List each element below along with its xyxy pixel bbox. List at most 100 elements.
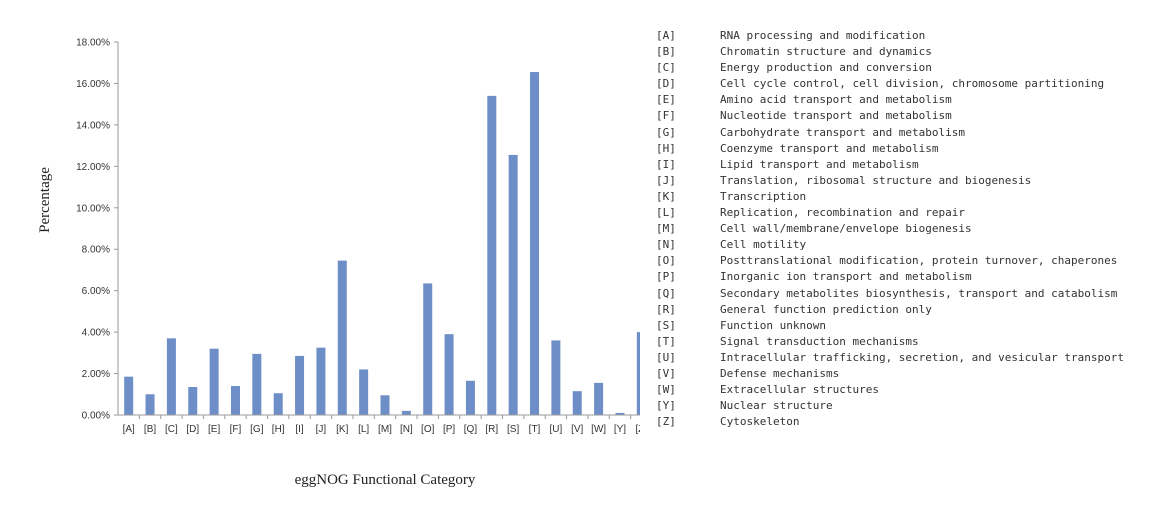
bar xyxy=(508,154,518,416)
x-tick-label: [C] xyxy=(165,424,178,435)
legend-item: [Z] Cytoskeleton xyxy=(656,414,1124,430)
bar xyxy=(401,410,411,415)
bar xyxy=(423,283,433,415)
legend-label: Chromatin structure and dynamics xyxy=(720,45,932,59)
bar xyxy=(145,394,155,415)
bar xyxy=(465,380,475,415)
legend-item: [V] Defense mechanisms xyxy=(656,366,1124,382)
legend-label: Cell cycle control, cell division, chrom… xyxy=(720,77,1105,91)
legend-item: [H] Coenzyme transport and metabolism xyxy=(656,141,1124,157)
legend-code: [K] xyxy=(656,189,676,203)
x-tick-label: [M] xyxy=(378,424,392,435)
bar xyxy=(273,393,283,415)
x-tick-label: [D] xyxy=(186,424,199,435)
legend-item: [K] Transcription xyxy=(656,189,1124,205)
legend-item: [T] Signal transduction mechanisms xyxy=(656,334,1124,350)
bar xyxy=(380,395,390,415)
y-axis-ticks: 0.00% 2.00% 4.00% 6.00% 8.00% 10.00% 12.00% 14.… xyxy=(76,38,118,422)
bar-chart: 0.00% 2.00% 4.00% 6.00% 8.00% 10.00% 12.00% 14.… xyxy=(37,38,640,488)
y-tick-label: 14.00% xyxy=(76,120,110,131)
legend-label: Signal transduction mechanisms xyxy=(720,334,919,348)
bar xyxy=(166,338,176,415)
legend-code: [U] xyxy=(656,350,676,364)
legend-code: [C] xyxy=(656,61,676,75)
y-tick-label: 18.00% xyxy=(76,38,110,49)
legend-code: [T] xyxy=(656,334,676,348)
legend-code: [P] xyxy=(656,270,676,284)
legend-code: [E] xyxy=(656,93,676,107)
y-tick-label: 16.00% xyxy=(76,79,110,90)
legend-code: [V] xyxy=(656,366,676,380)
bar xyxy=(188,387,198,415)
legend-item: [J] Translation, ribosomal structure and … xyxy=(656,173,1124,189)
y-tick-label: 0.00% xyxy=(82,411,110,422)
legend-code: [I] xyxy=(656,157,676,171)
x-tick-label: [E] xyxy=(208,424,220,435)
legend-code: [D] xyxy=(656,77,676,91)
bar xyxy=(252,353,262,415)
legend-code: [J] xyxy=(656,173,676,187)
legend-item: [F] Nucleotide transport and metabolism xyxy=(656,108,1124,124)
legend-item: [M] Cell wall/membrane/envelope biogenesi… xyxy=(656,221,1124,237)
legend-item: [I] Lipid transport and metabolism xyxy=(656,157,1124,173)
x-tick-label: [U] xyxy=(549,424,562,435)
x-axis-title: eggNOG Functional Category xyxy=(295,472,476,488)
legend-label: Nucleotide transport and metabolism xyxy=(720,109,952,123)
legend-item: [D] Cell cycle control, cell division, ch… xyxy=(656,76,1124,92)
legend-code: [O] xyxy=(656,254,676,268)
legend-code: [F] xyxy=(656,109,676,123)
legend-label: Posttranslational modification, protein … xyxy=(720,254,1118,268)
x-tick-label: [H] xyxy=(272,424,285,435)
legend-code: [S] xyxy=(656,318,676,332)
legend-item: [C] Energy production and conversion xyxy=(656,60,1124,76)
legend-label: Extracellular structures xyxy=(720,383,879,397)
legend-label: Replication, recombination and repair xyxy=(720,206,966,220)
legend-label: Cytoskeleton xyxy=(720,415,800,429)
legend-code: [H] xyxy=(656,141,676,155)
x-tick-label: [I] xyxy=(295,424,304,435)
x-tick-label: [N] xyxy=(400,424,413,435)
legend-item: [W] Extracellular structures xyxy=(656,382,1124,398)
legend-label: Function unknown xyxy=(720,318,826,332)
x-tick-label: [K] xyxy=(336,424,348,435)
legend-item: [R] General function prediction only xyxy=(656,302,1124,318)
legend-label: General function prediction only xyxy=(720,302,932,316)
bar xyxy=(636,332,640,415)
legend-code: [G] xyxy=(656,125,676,139)
legend-item: [N] Cell motility xyxy=(656,237,1124,253)
legend-code: [B] xyxy=(656,45,676,59)
legend-item: [B] Chromatin structure and dynamics xyxy=(656,44,1124,60)
x-tick-label: [P] xyxy=(443,424,455,435)
legend-item: [Y] Nuclear structure xyxy=(656,398,1124,414)
legend-item: [U] Intracellular trafficking, secretion,… xyxy=(656,350,1124,366)
x-tick-label: [F] xyxy=(230,424,242,435)
legend-label: Cell motility xyxy=(720,238,807,252)
legend-label: Inorganic ion transport and metabolism xyxy=(720,270,972,284)
x-tick-label: [Q] xyxy=(464,424,478,435)
legend-label: Energy production and conversion xyxy=(720,61,932,75)
legend-label: Carbohydrate transport and metabolism xyxy=(720,125,966,139)
legend-label: RNA processing and modification xyxy=(720,29,926,42)
bar-series xyxy=(124,72,640,416)
bar xyxy=(444,334,454,415)
bar xyxy=(359,369,369,415)
legend-item: [S] Function unknown xyxy=(656,318,1124,334)
y-tick-label: 10.00% xyxy=(76,203,110,214)
y-tick-label: 4.00% xyxy=(82,328,110,339)
legend-code: [R] xyxy=(656,302,676,316)
legend-code: [Z] xyxy=(656,415,676,429)
legend-item: [G] Carbohydrate transport and metabolism xyxy=(656,125,1124,141)
bar xyxy=(124,376,134,415)
x-tick-label: [T] xyxy=(529,424,541,435)
bar xyxy=(209,348,219,415)
x-tick-label: [A] xyxy=(123,424,135,435)
legend-code: [Q] xyxy=(656,286,676,300)
legend-label: Lipid transport and metabolism xyxy=(720,157,919,171)
legend-item: [L] Replication, recombination and repair xyxy=(656,205,1124,221)
legend-code: [L] xyxy=(656,206,676,220)
x-tick-label: [S] xyxy=(507,424,519,435)
legend-code: [A] xyxy=(656,29,676,42)
bar xyxy=(487,95,497,415)
x-tick-label: [Y] xyxy=(614,424,626,435)
x-tick-label: [L] xyxy=(358,424,369,435)
